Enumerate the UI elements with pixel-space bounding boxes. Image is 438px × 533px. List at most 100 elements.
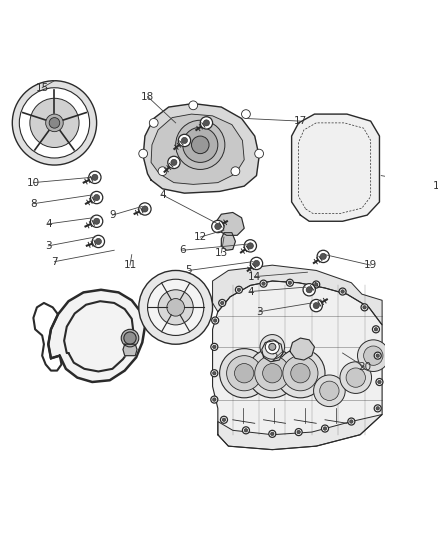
Text: 7: 7 <box>51 257 58 266</box>
Circle shape <box>212 220 224 233</box>
Circle shape <box>374 352 381 359</box>
Circle shape <box>288 281 292 285</box>
Polygon shape <box>215 213 244 235</box>
Circle shape <box>313 281 320 288</box>
Circle shape <box>269 343 276 350</box>
Polygon shape <box>218 415 382 450</box>
Circle shape <box>92 235 105 248</box>
Circle shape <box>350 420 353 423</box>
Circle shape <box>91 215 103 228</box>
Circle shape <box>241 110 251 118</box>
Text: 8: 8 <box>30 199 37 209</box>
Circle shape <box>191 136 209 154</box>
Text: 2: 2 <box>272 353 278 364</box>
Circle shape <box>286 279 293 286</box>
Polygon shape <box>221 233 235 251</box>
Circle shape <box>212 372 216 375</box>
Text: 17: 17 <box>294 116 307 126</box>
Text: 12: 12 <box>194 232 207 242</box>
Text: 18: 18 <box>141 92 154 101</box>
Polygon shape <box>290 338 314 360</box>
Circle shape <box>291 364 310 383</box>
Text: 16: 16 <box>433 181 438 191</box>
Circle shape <box>357 340 389 372</box>
Circle shape <box>378 380 381 384</box>
Text: 3: 3 <box>256 306 262 317</box>
Circle shape <box>142 206 148 212</box>
Text: 20: 20 <box>358 362 371 372</box>
Text: 6: 6 <box>180 245 186 255</box>
Circle shape <box>168 156 180 168</box>
Circle shape <box>346 368 365 387</box>
Circle shape <box>215 223 221 230</box>
Circle shape <box>262 282 265 285</box>
Polygon shape <box>48 290 145 382</box>
Circle shape <box>255 356 290 391</box>
Circle shape <box>212 345 216 349</box>
Circle shape <box>92 174 98 180</box>
Circle shape <box>139 149 148 158</box>
Text: 3: 3 <box>45 241 52 251</box>
Circle shape <box>95 238 102 245</box>
Circle shape <box>283 356 318 391</box>
Circle shape <box>167 298 184 316</box>
Circle shape <box>276 349 325 398</box>
Circle shape <box>255 149 264 158</box>
Circle shape <box>139 270 212 344</box>
Circle shape <box>149 118 158 127</box>
Circle shape <box>158 167 167 175</box>
Circle shape <box>94 218 100 224</box>
Circle shape <box>124 332 136 344</box>
Circle shape <box>348 418 355 425</box>
Polygon shape <box>151 114 244 184</box>
Text: 13: 13 <box>215 248 228 258</box>
Circle shape <box>94 195 100 200</box>
Circle shape <box>271 432 274 435</box>
Circle shape <box>372 326 379 333</box>
Circle shape <box>30 98 79 148</box>
Text: 4: 4 <box>159 190 166 200</box>
Circle shape <box>46 114 63 132</box>
Circle shape <box>235 286 242 293</box>
Circle shape <box>244 240 257 252</box>
Circle shape <box>226 356 262 391</box>
Circle shape <box>376 354 379 358</box>
Text: 5: 5 <box>186 265 192 276</box>
Circle shape <box>222 418 226 422</box>
Circle shape <box>91 191 103 204</box>
Text: 14: 14 <box>248 272 261 281</box>
Circle shape <box>247 243 254 249</box>
Circle shape <box>212 317 219 324</box>
Circle shape <box>269 430 276 438</box>
Circle shape <box>339 288 346 295</box>
Circle shape <box>265 340 279 354</box>
Polygon shape <box>212 281 382 450</box>
Circle shape <box>234 364 254 383</box>
Circle shape <box>213 319 217 322</box>
Circle shape <box>211 370 218 377</box>
Circle shape <box>295 429 302 435</box>
Circle shape <box>12 80 97 165</box>
Circle shape <box>341 290 344 293</box>
Circle shape <box>374 405 381 412</box>
Circle shape <box>139 203 151 215</box>
Circle shape <box>220 301 224 305</box>
Circle shape <box>219 300 226 306</box>
Circle shape <box>376 407 379 410</box>
Circle shape <box>89 171 101 183</box>
Text: 4: 4 <box>247 287 254 296</box>
Polygon shape <box>262 341 283 362</box>
Circle shape <box>211 343 218 350</box>
Circle shape <box>178 134 191 147</box>
Circle shape <box>260 280 267 287</box>
Circle shape <box>231 167 240 175</box>
Circle shape <box>314 375 345 407</box>
Text: 4: 4 <box>45 219 52 229</box>
Circle shape <box>176 120 225 169</box>
Circle shape <box>220 416 227 423</box>
Circle shape <box>323 427 327 430</box>
Circle shape <box>260 335 285 359</box>
Circle shape <box>49 118 60 128</box>
Circle shape <box>313 303 319 309</box>
Circle shape <box>211 396 218 403</box>
